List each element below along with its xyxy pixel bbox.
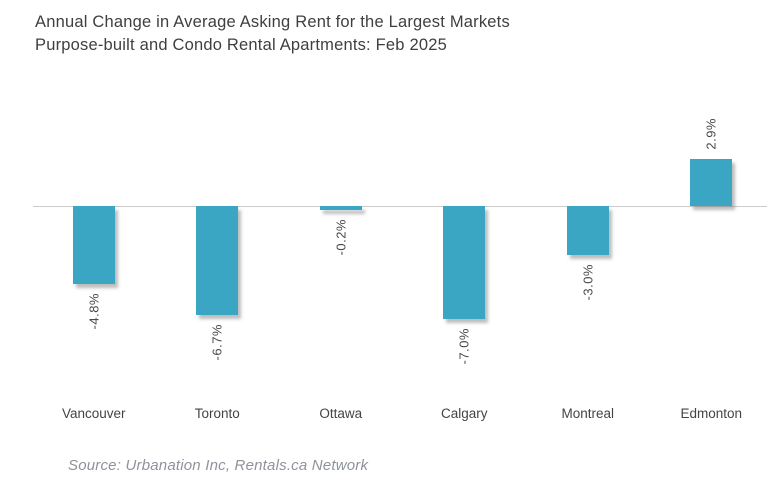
bar-column-toronto: -6.7% Toronto [156, 0, 280, 500]
bar-calgary [443, 206, 486, 319]
value-label-ottawa: -0.2% [333, 219, 349, 256]
category-label-ottawa: Ottawa [319, 406, 363, 421]
bar-edmonton [690, 159, 733, 206]
value-label-vancouver: -4.8% [86, 293, 102, 330]
bar-column-edmonton: 2.9% Edmonton [650, 0, 774, 500]
chart-title: Annual Change in Average Asking Rent for… [35, 11, 510, 57]
chart-title-line-2: Purpose-built and Condo Rental Apartment… [35, 36, 447, 54]
category-label-calgary: Calgary [440, 406, 488, 421]
category-label-toronto: Toronto [194, 406, 240, 421]
bar-toronto [196, 206, 239, 315]
category-label-edmonton: Edmonton [680, 406, 743, 421]
bar-vancouver [72, 206, 115, 284]
bar-column-vancouver: -4.8% Vancouver [32, 0, 156, 500]
value-label-calgary: -7.0% [456, 328, 472, 365]
bar-column-montreal: -3.0% Montreal [526, 0, 650, 500]
bar-column-ottawa: -0.2% Ottawa [279, 0, 403, 500]
bar-montreal [566, 206, 609, 255]
value-label-toronto: -6.7% [209, 324, 225, 361]
source-attribution: Source: Urbanation Inc, Rentals.ca Netwo… [68, 457, 369, 474]
category-label-vancouver: Vancouver [61, 406, 126, 421]
chart-title-line-1: Annual Change in Average Asking Rent for… [35, 13, 510, 31]
bar-ottawa [319, 206, 362, 210]
bar-column-calgary: -7.0% Calgary [403, 0, 527, 500]
category-label-montreal: Montreal [561, 406, 615, 421]
value-label-edmonton: 2.9% [703, 118, 719, 150]
value-label-montreal: -3.0% [580, 264, 596, 301]
zero-axis-line [33, 206, 767, 207]
